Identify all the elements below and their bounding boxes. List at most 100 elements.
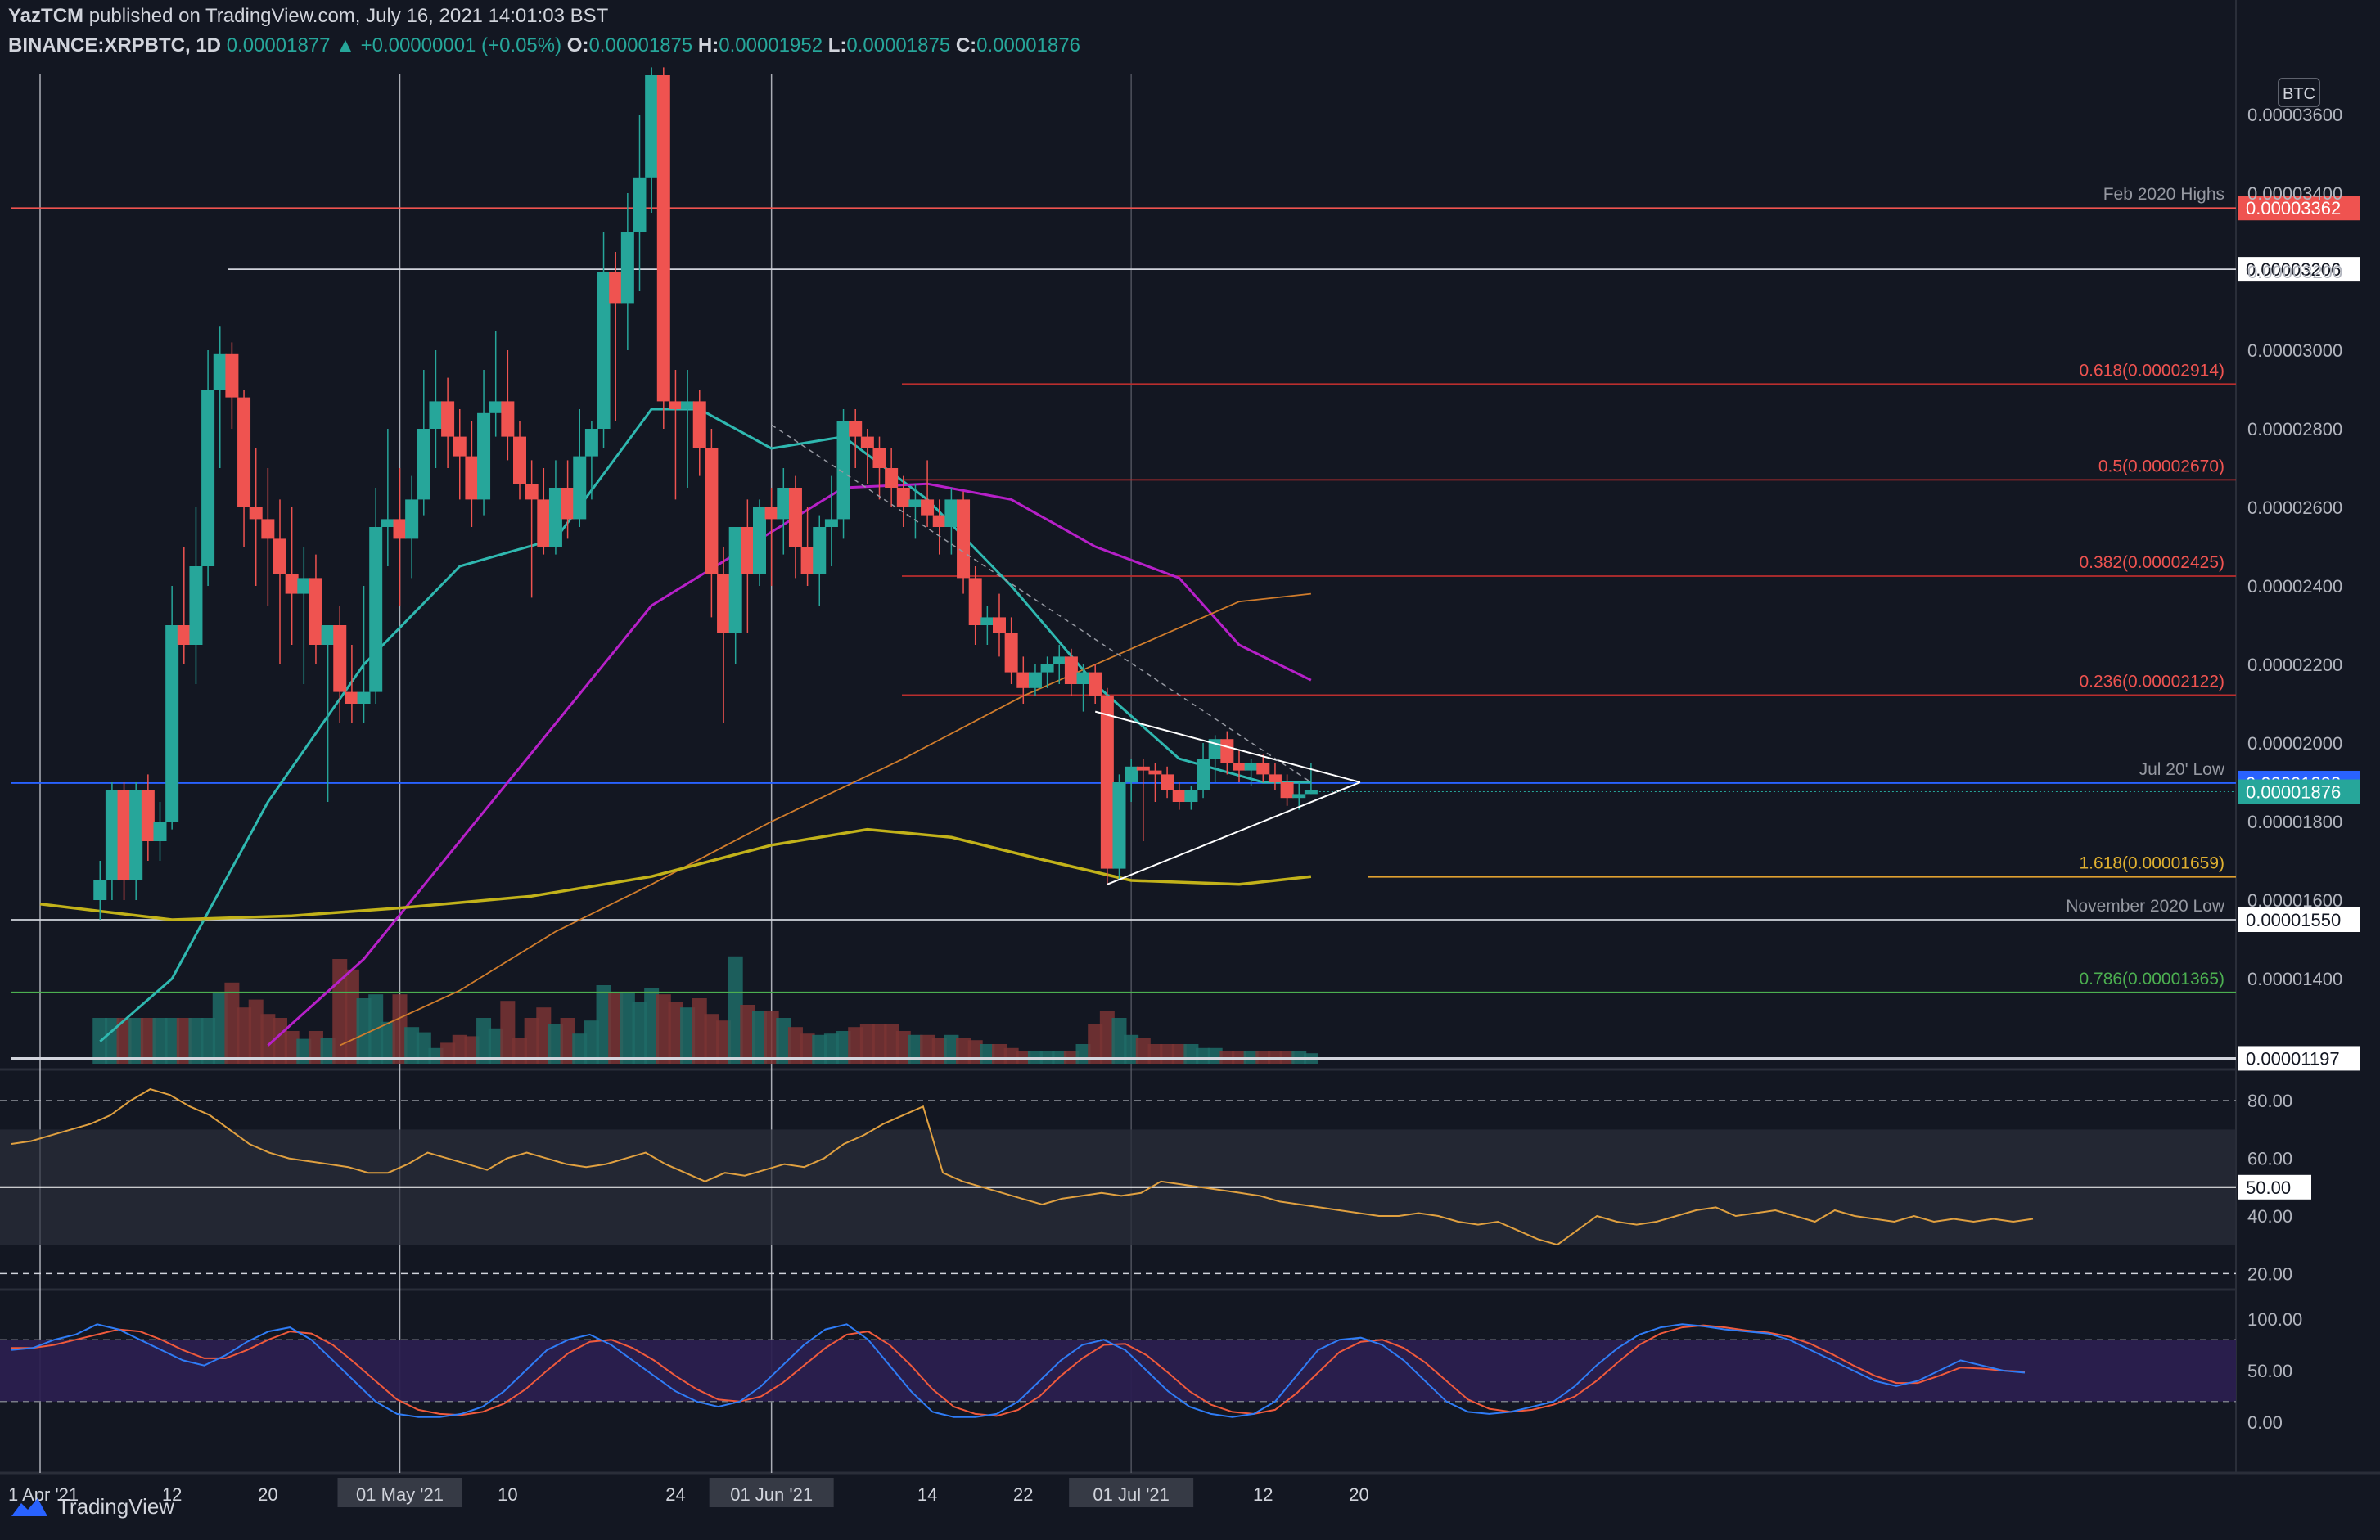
price-tick-label: 0.00002600: [2247, 498, 2342, 518]
volume-bar: [260, 1014, 276, 1064]
candle-body: [489, 401, 503, 413]
high-value: 0.00001952: [719, 34, 823, 56]
price-tick-label: 0.00003000: [2247, 340, 2342, 361]
low-value: 0.00001875: [846, 34, 951, 56]
level-price-tag-text: 0.00003206: [2246, 259, 2341, 280]
candle-body: [1004, 633, 1018, 673]
candle-body: [1197, 759, 1210, 790]
level-price-tag: [2238, 257, 2360, 282]
candle-body: [908, 499, 922, 507]
candle-body: [357, 691, 371, 704]
level-price-tag: [2238, 907, 2360, 932]
candle-body: [717, 574, 731, 633]
volume-bar: [692, 998, 707, 1064]
triangle-pattern: [771, 424, 1361, 885]
stoch-tick-label: 100.00: [2247, 1309, 2302, 1330]
candle-body: [273, 538, 286, 574]
volume-bar: [476, 1018, 492, 1064]
candle-body: [980, 617, 994, 625]
candle-body: [1112, 782, 1126, 869]
candle-body: [117, 790, 131, 880]
volume-bar: [584, 1020, 599, 1064]
volume-bar: [428, 1047, 444, 1064]
candle-body: [1028, 672, 1042, 688]
published-text: published on TradingView.com, July 16, 2…: [88, 5, 609, 27]
volume-bar: [632, 1002, 647, 1064]
stoch-tick-label: 0.00: [2247, 1412, 2283, 1433]
candle-body: [261, 519, 275, 539]
candle-body: [153, 822, 167, 841]
level-price-tag: [2238, 1046, 2360, 1071]
candle-body: [177, 625, 191, 645]
volume-bar: [152, 1018, 168, 1064]
candle-body: [237, 397, 251, 507]
volume-bar: [1111, 1018, 1127, 1064]
level-price-tag-text: 0.00001550: [2246, 910, 2341, 930]
candle-body: [201, 390, 215, 566]
candle-body: [525, 484, 539, 500]
candle-body: [105, 790, 119, 880]
volume-bar: [908, 1034, 923, 1064]
symbol-label[interactable]: BINANCE:XRPBTC, 1D: [8, 34, 222, 56]
open-label: O:: [566, 34, 589, 56]
candle-body: [885, 468, 899, 488]
candle-body: [1089, 672, 1102, 696]
volume-bar: [764, 1011, 779, 1064]
volume-bar: [273, 1018, 287, 1064]
publisher-name[interactable]: YazTCM: [8, 5, 84, 27]
level-label: November 2020 Low: [2066, 897, 2225, 916]
triangle-lower-line: [1107, 781, 1361, 885]
triangle-upper-line: [1094, 710, 1361, 783]
volume-bar: [464, 1036, 480, 1064]
candle-body: [381, 519, 394, 527]
candle-body: [1148, 770, 1162, 775]
rsi-level-tag: [2238, 1174, 2311, 1200]
time-tick-label: 12: [1253, 1484, 1273, 1505]
volume-bar: [800, 1033, 815, 1064]
time-tick-label: 20: [1349, 1484, 1368, 1505]
candle-body: [1233, 763, 1246, 771]
candle-body: [225, 353, 239, 398]
moving-average-line: [99, 408, 1311, 1042]
price-tick-label: 0.00002800: [2247, 419, 2342, 439]
tradingview-brand[interactable]: TradingView: [10, 1494, 174, 1520]
price-tick-label: 0.00003400: [2247, 183, 2342, 204]
moving-average-line: [39, 827, 1312, 921]
candle-body: [501, 401, 515, 437]
candle-body: [609, 272, 623, 304]
volume-bar: [224, 982, 240, 1064]
ohlc-line: BINANCE:XRPBTC, 1D 0.00001877 ▲ +0.00000…: [8, 34, 1080, 57]
candle-body: [465, 456, 479, 500]
volume-bar: [201, 1018, 216, 1064]
publisher-line: YazTCM published on TradingView.com, Jul…: [8, 5, 608, 28]
candle-body: [849, 421, 863, 437]
candle-body: [249, 507, 263, 520]
candle-body: [1125, 766, 1138, 782]
volume-bar: [128, 1018, 144, 1064]
volume-bar: [812, 1034, 827, 1064]
time-tick-label: 20: [258, 1484, 277, 1505]
volume-bar: [572, 1033, 588, 1064]
volume-bar: [823, 1033, 839, 1064]
candle-body: [477, 412, 491, 500]
level-label: 0.786(0.00001365): [2080, 970, 2225, 988]
price-tick-label: 0.00002400: [2247, 576, 2342, 597]
volume-bar: [188, 1018, 204, 1064]
time-tick-label: 22: [1013, 1484, 1033, 1505]
last-price-tag-text: 0.00001876: [2246, 782, 2341, 803]
candle-body: [393, 519, 407, 539]
candle-body: [1172, 790, 1186, 802]
price-tick-label: 0.00003600: [2247, 105, 2342, 125]
price-tick-label: 0.00002200: [2247, 655, 2342, 675]
volume-bar: [787, 1027, 803, 1064]
time-tick-highlight: [337, 1478, 462, 1507]
candle-body: [1161, 774, 1174, 790]
volume-bar: [560, 1018, 575, 1064]
time-tick-label: 10: [498, 1484, 517, 1505]
currency-badge: [2278, 78, 2320, 107]
candle-body: [213, 353, 227, 390]
tradingview-logo-icon: [11, 1497, 47, 1516]
rsi-line: [11, 1088, 2034, 1246]
volume-bar: [140, 1018, 156, 1064]
